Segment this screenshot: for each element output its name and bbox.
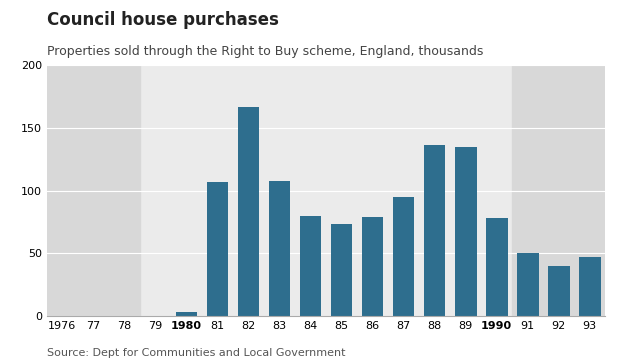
Bar [331, 224, 353, 316]
Bar [300, 216, 321, 316]
Text: Council house purchases: Council house purchases [47, 11, 279, 29]
Bar [548, 266, 570, 316]
Bar [47, 65, 140, 316]
Bar [424, 146, 446, 316]
Bar [207, 182, 228, 316]
Bar [175, 312, 197, 316]
Text: Source: Dept for Communities and Local Government: Source: Dept for Communities and Local G… [47, 347, 345, 358]
Bar [579, 257, 601, 316]
Bar [269, 180, 290, 316]
Text: Properties sold through the Right to Buy scheme, England, thousands: Properties sold through the Right to Buy… [47, 45, 483, 58]
Bar [362, 217, 383, 316]
Bar [455, 147, 477, 316]
Bar [238, 107, 260, 316]
Bar [512, 65, 605, 316]
Bar [517, 253, 539, 316]
Bar [486, 218, 507, 316]
Bar [392, 197, 414, 316]
